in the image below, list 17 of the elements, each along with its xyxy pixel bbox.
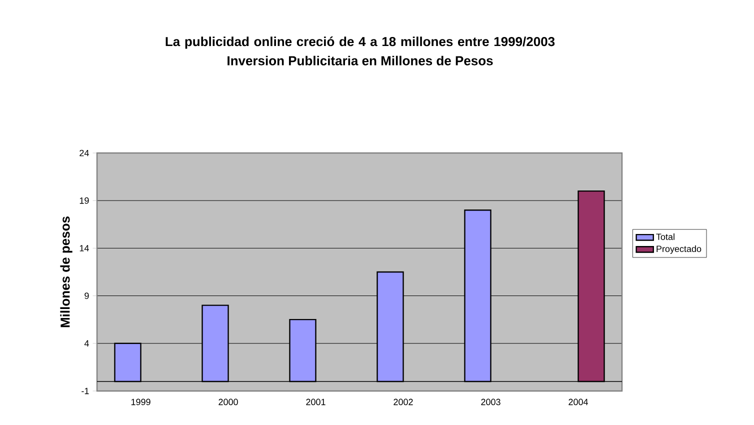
- y-tick-label: 4: [84, 340, 89, 346]
- chart-title: La publicidad online creció de 4 a 18 millones entre 1999/2003: [166, 36, 555, 49]
- y-tick-label: 14: [80, 245, 89, 252]
- y-tick-label: -1: [82, 388, 89, 394]
- y-tick-label: 19: [80, 197, 89, 204]
- x-tick-label: 2003: [481, 398, 500, 406]
- legend-label: Total: [656, 233, 674, 240]
- x-tick-label: 2004: [568, 398, 588, 406]
- y-tick-label: 9: [84, 292, 89, 299]
- legend-label: Proyectado: [656, 245, 702, 254]
- x-tick-label: 1999: [131, 398, 150, 406]
- y-tick-label: 24: [80, 150, 89, 156]
- x-tick-label: 2001: [306, 398, 326, 406]
- x-tick-label: 2000: [218, 398, 238, 406]
- x-tick-label: 2002: [394, 398, 413, 406]
- y-axis-title: Millones de pesos: [60, 216, 72, 328]
- chart-subtitle: Inversion Publicitaria en Millones de Pesos: [228, 56, 493, 66]
